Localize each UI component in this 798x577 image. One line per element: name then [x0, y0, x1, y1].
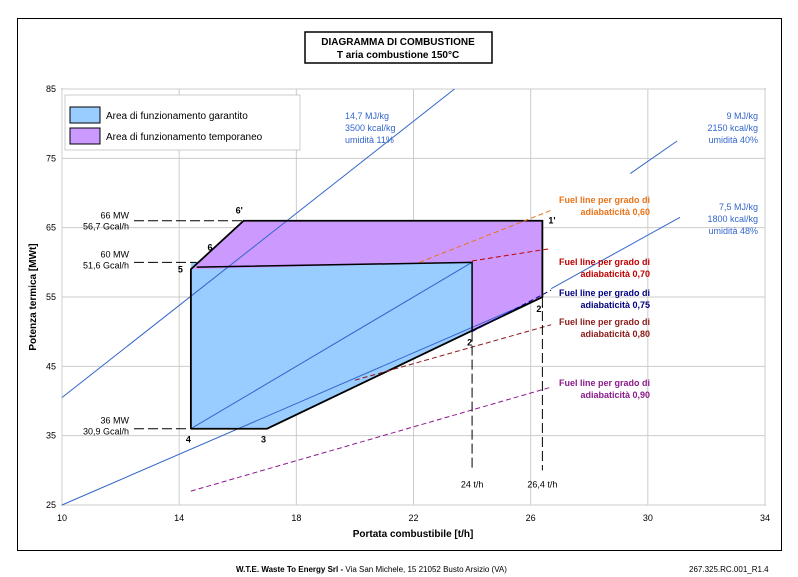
- calorific-annotation: 3500 kcal/kg: [345, 123, 396, 133]
- x-tick-label: 22: [408, 513, 418, 523]
- calorific-annotation: 14,7 MJ/kg: [345, 111, 389, 121]
- legend-box: [64, 94, 301, 151]
- operating-point-label: 6': [236, 206, 243, 216]
- footer-doc-code: 267.325.RC.001_R1.4: [689, 565, 769, 574]
- operating-point-label: 1': [548, 216, 555, 226]
- calorific-line: [61, 296, 543, 506]
- x-tick-label: 10: [57, 513, 67, 523]
- power-annotation: 51,6 Gcal/h: [83, 260, 129, 270]
- y-tick-label: 25: [46, 500, 56, 510]
- operating-point-label: 2: [467, 338, 472, 348]
- footer-company: W.T.E. Waste To Energy Srl - Via San Mic…: [236, 565, 507, 574]
- power-annotation: 36 MW: [100, 416, 129, 426]
- legend-swatch: [69, 106, 101, 124]
- fuel-line-annotation: adiabaticità 0,80: [580, 329, 650, 339]
- calorific-annotation: 1800 kcal/kg: [707, 214, 758, 224]
- power-annotation: 66 MW: [100, 211, 129, 221]
- x-tick-label: 26: [526, 513, 536, 523]
- chart-frame: [17, 18, 782, 551]
- region-temporaneo: [190, 220, 543, 332]
- calorific-annotation: umidità 40%: [708, 135, 758, 145]
- x-tick-label: 34: [760, 513, 770, 523]
- calorific-annotation: 2150 kcal/kg: [707, 123, 758, 133]
- calorific-annotation: umidità 48%: [708, 226, 758, 236]
- legend-label: Area di funzionamento garantito: [106, 111, 248, 122]
- fuel-line-annotation: Fuel line per grado di: [559, 378, 650, 388]
- y-tick-label: 55: [46, 292, 56, 302]
- title-box: [304, 31, 493, 64]
- fuel-line-annotation: adiabaticità 0,70: [580, 269, 650, 279]
- power-annotation: 56,7 Gcal/h: [83, 222, 129, 232]
- chart-subtitle: T aria combustione 150°C: [337, 50, 459, 61]
- fuel-line-annotation: Fuel line per grado di: [559, 317, 650, 327]
- annotation-leader: [629, 140, 678, 174]
- fuel-line-annotation: Fuel line per grado di: [559, 257, 650, 267]
- chart-title: DIAGRAMMA DI COMBUSTIONE: [321, 37, 475, 48]
- y-tick-label: 75: [46, 153, 56, 163]
- footer-address: Via San Michele, 15 21052 Busto Arsizio …: [343, 565, 507, 574]
- calorific-annotation: 7,5 MJ/kg: [719, 202, 758, 212]
- operating-point-label: 2': [536, 304, 543, 314]
- fuel-line-annotation: adiabaticità 0,90: [580, 390, 650, 400]
- y-tick-label: 65: [46, 223, 56, 233]
- operating-point-label: 5: [178, 264, 183, 274]
- y-axis-label: Potenza termica [MWt]: [28, 243, 39, 350]
- fuel-line: [190, 386, 552, 492]
- fuel-line: [472, 247, 552, 262]
- x-tick-label: 30: [643, 513, 653, 523]
- calorific-line: [61, 88, 455, 398]
- garantito-boundary: [196, 261, 473, 332]
- power-annotation: 30,9 Gcal/h: [83, 427, 129, 437]
- calorific-annotation: umidità 11%: [345, 135, 394, 145]
- operating-point-label: 6: [208, 242, 213, 252]
- fuel-line-annotation: adiabaticità 0,75: [580, 300, 650, 310]
- fuel-line: [354, 324, 552, 381]
- power-annotation: 60 MW: [100, 249, 129, 259]
- fuel-line: [471, 289, 552, 333]
- flow-annotation: 24 t/h: [461, 480, 484, 490]
- annotation-leader: [550, 216, 681, 290]
- x-tick-label: 18: [291, 513, 301, 523]
- y-tick-label: 85: [46, 84, 56, 94]
- y-tick-label: 35: [46, 431, 56, 441]
- operating-point-label: 3: [261, 435, 266, 445]
- fuel-line-annotation: Fuel line per grado di: [559, 195, 650, 205]
- footer-company-name: W.T.E. Waste To Energy Srl -: [236, 565, 344, 574]
- fuel-line-annotation: adiabaticità 0,60: [580, 207, 650, 217]
- legend-swatch: [69, 127, 101, 145]
- operating-envelope: [189, 219, 544, 430]
- calorific-line: [190, 261, 473, 430]
- operating-point-label: 4: [186, 435, 191, 445]
- flow-annotation: 26,4 t/h: [527, 480, 557, 490]
- x-axis-label: Portata combustibile [t/h]: [353, 529, 474, 540]
- legend-label: Area di funzionamento temporaneo: [106, 132, 263, 143]
- y-tick-label: 45: [46, 361, 56, 371]
- calorific-annotation: 9 MJ/kg: [726, 111, 758, 121]
- fuel-line-annotation: Fuel line per grado di: [559, 288, 650, 298]
- x-tick-label: 14: [174, 513, 184, 523]
